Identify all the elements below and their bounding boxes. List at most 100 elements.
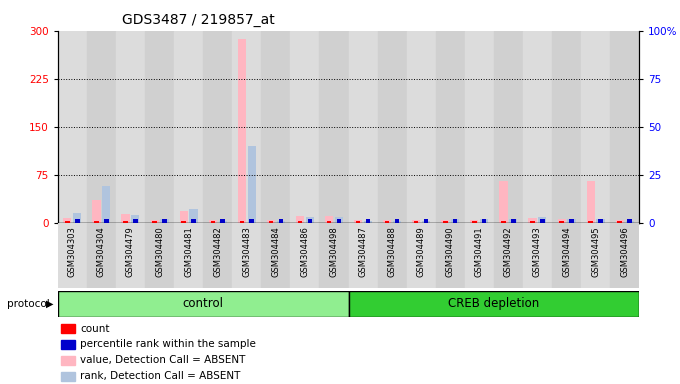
Text: GSM304481: GSM304481 [184, 226, 193, 277]
Text: GSM304303: GSM304303 [68, 226, 77, 277]
Text: GSM304483: GSM304483 [242, 226, 251, 277]
Bar [610, 31, 639, 223]
Bar [232, 223, 261, 288]
Bar [320, 31, 348, 223]
Bar [539, 217, 547, 223]
Bar [482, 219, 486, 223]
Text: GSM304491: GSM304491 [475, 226, 483, 276]
Bar [615, 220, 624, 223]
Bar [558, 219, 566, 223]
Bar [366, 219, 370, 223]
Text: GSM304495: GSM304495 [591, 226, 600, 276]
Bar [511, 219, 515, 223]
Bar [364, 221, 372, 223]
Text: GSM304498: GSM304498 [330, 226, 339, 277]
Bar [261, 223, 290, 288]
Bar [581, 223, 610, 288]
Bar [307, 219, 312, 223]
Bar [290, 223, 320, 288]
Bar [441, 220, 449, 223]
Bar [325, 216, 333, 223]
Bar [277, 221, 285, 223]
Bar [465, 223, 494, 288]
Bar [261, 31, 290, 223]
Bar [567, 219, 575, 223]
Bar [465, 31, 494, 223]
Bar [377, 31, 407, 223]
Text: GSM304489: GSM304489 [417, 226, 426, 277]
Bar [626, 221, 634, 223]
Bar [471, 220, 479, 223]
Bar [250, 219, 254, 223]
Text: GSM304479: GSM304479 [126, 226, 135, 277]
Bar [540, 219, 545, 223]
Bar [298, 222, 302, 223]
Bar [131, 215, 139, 223]
Bar [75, 219, 80, 223]
Bar [163, 219, 167, 223]
Text: rank, Detection Call = ABSENT: rank, Detection Call = ABSENT [80, 371, 240, 381]
Bar [150, 220, 158, 223]
Text: GSM304493: GSM304493 [533, 226, 542, 277]
Text: value, Detection Call = ABSENT: value, Detection Call = ABSENT [80, 355, 245, 365]
Bar [209, 220, 217, 223]
Bar [335, 217, 343, 223]
Bar [596, 219, 605, 223]
Bar [453, 219, 458, 223]
Bar [443, 222, 447, 223]
Bar [190, 209, 198, 223]
Text: count: count [80, 324, 109, 334]
Bar [104, 219, 109, 223]
Bar [436, 223, 465, 288]
Bar [238, 39, 246, 223]
Bar [122, 214, 130, 223]
Bar [269, 222, 273, 223]
Bar [296, 216, 304, 223]
Bar [116, 223, 145, 288]
Bar [174, 31, 203, 223]
Bar [354, 220, 362, 223]
Bar [58, 31, 87, 223]
Bar [203, 223, 232, 288]
Bar [248, 146, 256, 223]
Text: GSM304484: GSM304484 [271, 226, 280, 277]
Bar [218, 221, 226, 223]
Bar [451, 219, 459, 223]
Bar [337, 219, 341, 223]
Bar [61, 356, 75, 365]
Bar [58, 223, 87, 288]
Bar [145, 31, 174, 223]
Bar [552, 31, 581, 223]
Bar [232, 31, 261, 223]
Bar [61, 372, 75, 381]
Bar [552, 223, 581, 288]
Text: GSM304486: GSM304486 [301, 226, 309, 277]
Bar [174, 223, 203, 288]
Text: GSM304480: GSM304480 [155, 226, 164, 277]
Bar [348, 31, 377, 223]
Bar [530, 222, 534, 223]
Bar [385, 222, 390, 223]
Bar [92, 200, 101, 223]
Bar [102, 186, 110, 223]
Bar [436, 31, 465, 223]
Bar [267, 220, 275, 223]
Bar [617, 222, 622, 223]
Bar [523, 223, 552, 288]
Bar [356, 222, 360, 223]
Bar [61, 340, 75, 349]
Text: GSM304482: GSM304482 [214, 226, 222, 277]
Bar [87, 31, 116, 223]
Bar [494, 223, 523, 288]
Text: control: control [183, 297, 224, 310]
Text: CREB depletion: CREB depletion [448, 297, 539, 310]
Bar [569, 219, 574, 223]
Bar [383, 220, 391, 223]
Bar [610, 223, 639, 288]
Bar [61, 324, 75, 333]
Bar [424, 219, 428, 223]
Bar [414, 222, 418, 223]
Bar [480, 219, 488, 223]
Bar [494, 31, 523, 223]
Bar [588, 222, 593, 223]
